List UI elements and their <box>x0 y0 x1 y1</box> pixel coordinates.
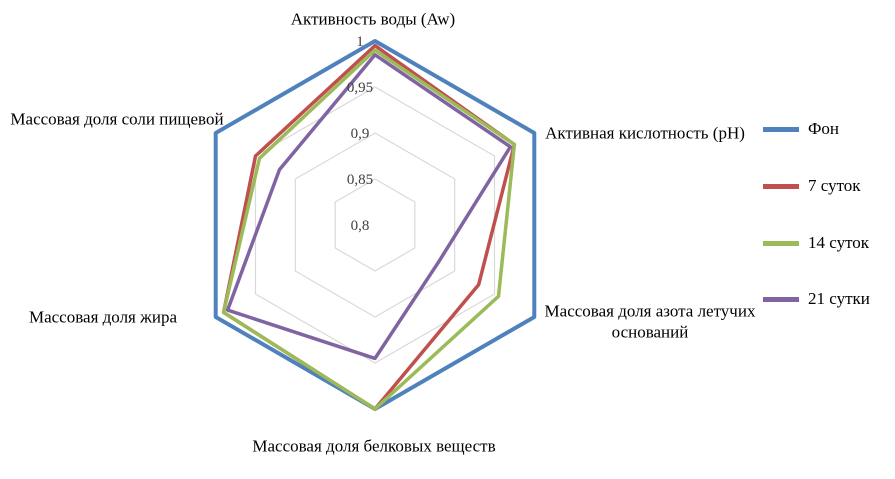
legend-label-7-sutok: 7 суток <box>808 176 861 195</box>
legend-swatch-fon <box>763 126 799 132</box>
axis-label-nitrogen: Массовая доля азота летучих оснований <box>544 301 756 341</box>
legend-label-fon: Фон <box>808 119 840 138</box>
legend-item-21-sutki: 21 сутки <box>763 288 870 310</box>
series-line-0 <box>213 39 537 411</box>
legend-label-14-sutok: 14 суток <box>808 233 870 252</box>
legend-swatch-7-sutok <box>763 183 799 189</box>
gridline-ring <box>334 178 416 272</box>
series-line-3 <box>225 53 513 361</box>
gridline-ring <box>294 132 456 318</box>
legend-item-14-sutok: 14 суток <box>763 232 869 254</box>
axis-label-fat: Массовая доля жира <box>28 307 178 327</box>
axis-label-protein: Массовая доля белковых веществ <box>252 436 496 456</box>
legend-swatch-21-sutki <box>763 296 799 302</box>
legend-swatch-14-sutok <box>763 240 799 246</box>
series-line-2 <box>221 48 517 411</box>
radial-tick-label: 0,95 <box>347 80 373 96</box>
legend-label-21-sutki: 21 сутки <box>808 289 870 308</box>
radial-tick-label: 0,8 <box>351 218 370 234</box>
legend-item-7-sutok: 7 суток <box>763 175 861 197</box>
axis-label-water-activity: Активность воды (Aw) <box>290 9 456 29</box>
radial-tick-label: 0,9 <box>351 126 370 142</box>
radial-tick-label: 0,85 <box>347 172 373 188</box>
radial-tick-label: 1 <box>356 34 364 50</box>
axis-label-acidity: Активная кислотность (pH) <box>545 123 745 143</box>
gridline-ring <box>215 40 535 410</box>
legend-item-fon: Фон <box>763 118 839 140</box>
axis-label-salt: Массовая доля соли пищевой <box>10 109 224 129</box>
